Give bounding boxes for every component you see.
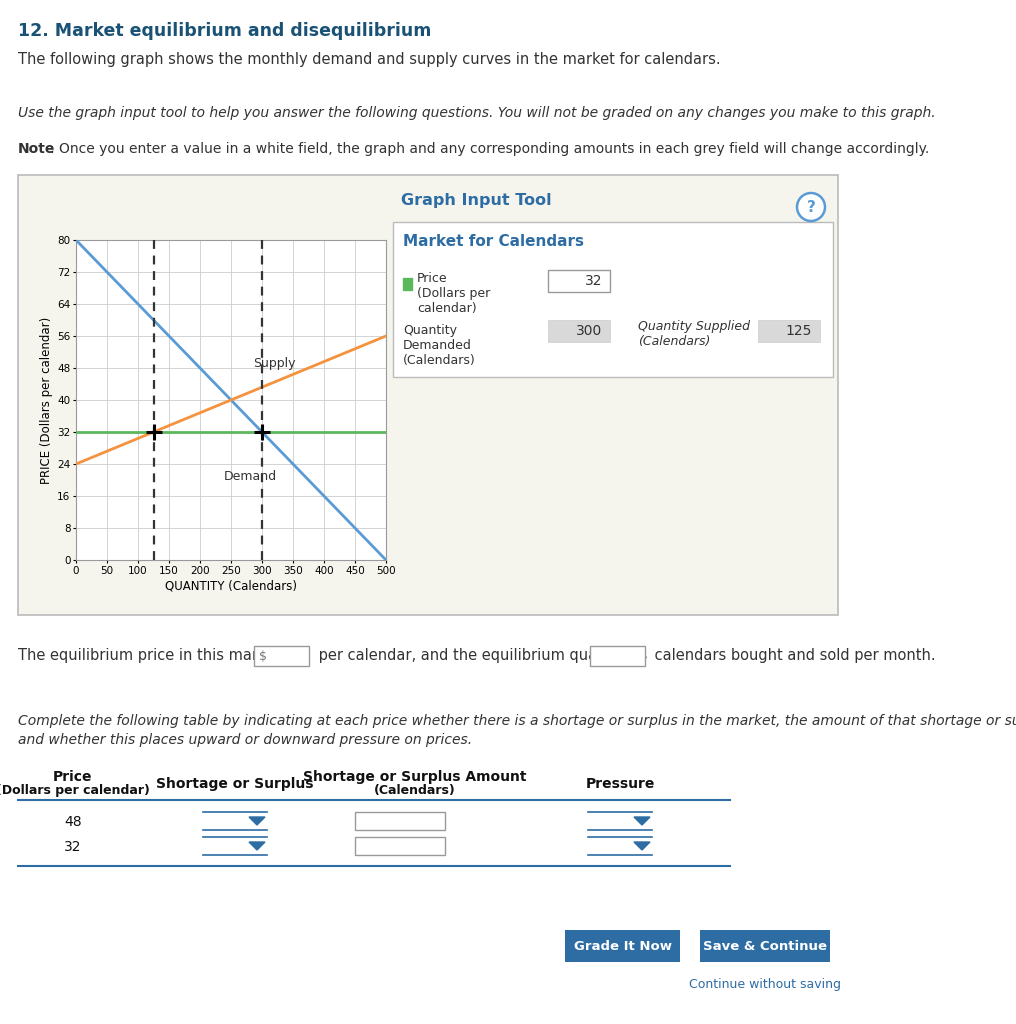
Text: 32: 32 bbox=[584, 274, 602, 288]
Text: 12. Market equilibrium and disequilibrium: 12. Market equilibrium and disequilibriu… bbox=[18, 22, 432, 40]
Bar bbox=[403, 278, 412, 290]
Text: The following graph shows the monthly demand and supply curves in the market for: The following graph shows the monthly de… bbox=[18, 52, 720, 67]
Text: $: $ bbox=[259, 649, 267, 663]
Bar bbox=[758, 319, 820, 342]
Text: (Dollars per calendar): (Dollars per calendar) bbox=[0, 784, 150, 797]
Text: Quantity Supplied
(Calendars): Quantity Supplied (Calendars) bbox=[638, 319, 750, 348]
Circle shape bbox=[797, 193, 825, 221]
Text: Complete the following table by indicating at each price whether there is a shor: Complete the following table by indicati… bbox=[18, 714, 1016, 728]
Bar bbox=[254, 646, 309, 666]
Text: Shortage or Surplus Amount: Shortage or Surplus Amount bbox=[303, 770, 526, 784]
Text: (Calendars): (Calendars) bbox=[374, 784, 456, 797]
Polygon shape bbox=[634, 842, 650, 850]
Bar bbox=[393, 222, 833, 377]
Text: : Once you enter a value in a white field, the graph and any corresponding amoun: : Once you enter a value in a white fiel… bbox=[50, 142, 930, 156]
Text: Price
(Dollars per
calendar): Price (Dollars per calendar) bbox=[417, 272, 491, 315]
Text: per calendar, and the equilibrium quantity is: per calendar, and the equilibrium quanti… bbox=[314, 648, 652, 663]
X-axis label: QUANTITY (Calendars): QUANTITY (Calendars) bbox=[165, 580, 297, 593]
Bar bbox=[590, 646, 645, 666]
Polygon shape bbox=[249, 817, 265, 825]
Text: ?: ? bbox=[807, 200, 816, 214]
Text: Use the graph input tool to help you answer the following questions. You will no: Use the graph input tool to help you ans… bbox=[18, 106, 936, 120]
Text: Graph Input Tool: Graph Input Tool bbox=[401, 193, 552, 208]
Bar bbox=[548, 319, 610, 342]
Text: The equilibrium price in this market is: The equilibrium price in this market is bbox=[18, 648, 302, 663]
Text: 32: 32 bbox=[64, 840, 81, 854]
Bar bbox=[565, 930, 680, 962]
Bar bbox=[700, 930, 830, 962]
Text: Supply: Supply bbox=[253, 357, 296, 371]
Text: Price: Price bbox=[53, 770, 92, 784]
Text: Note: Note bbox=[18, 142, 56, 156]
Text: Demand: Demand bbox=[224, 469, 276, 482]
Text: Quantity
Demanded
(Calendars): Quantity Demanded (Calendars) bbox=[403, 324, 475, 367]
Y-axis label: PRICE (Dollars per calendar): PRICE (Dollars per calendar) bbox=[40, 316, 53, 483]
Text: Pressure: Pressure bbox=[585, 777, 654, 791]
Text: 300: 300 bbox=[576, 324, 602, 338]
Text: Market for Calendars: Market for Calendars bbox=[403, 234, 584, 249]
Bar bbox=[355, 812, 445, 830]
Text: and whether this places upward or downward pressure on prices.: and whether this places upward or downwa… bbox=[18, 733, 472, 746]
Text: Save & Continue: Save & Continue bbox=[703, 939, 827, 952]
Bar bbox=[18, 175, 838, 615]
Text: 48: 48 bbox=[64, 815, 82, 829]
Bar bbox=[355, 837, 445, 855]
Polygon shape bbox=[249, 842, 265, 850]
Text: Grade It Now: Grade It Now bbox=[573, 939, 672, 952]
Polygon shape bbox=[634, 817, 650, 825]
Text: Shortage or Surplus: Shortage or Surplus bbox=[156, 777, 314, 791]
Text: Continue without saving: Continue without saving bbox=[689, 978, 841, 991]
Bar bbox=[548, 270, 610, 292]
Text: calendars bought and sold per month.: calendars bought and sold per month. bbox=[650, 648, 936, 663]
Text: 125: 125 bbox=[785, 324, 812, 338]
